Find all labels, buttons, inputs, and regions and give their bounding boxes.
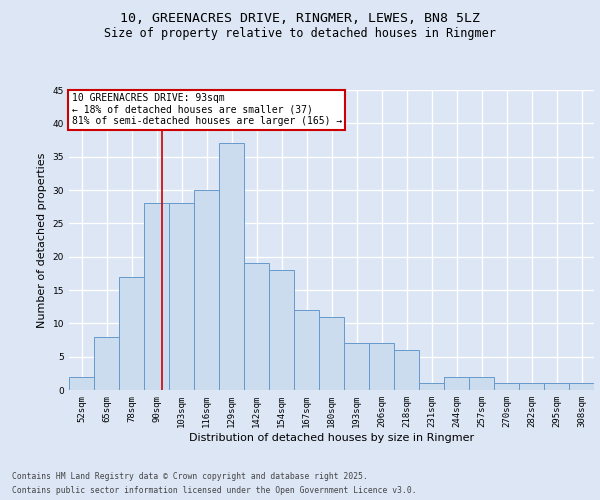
Text: Contains HM Land Registry data © Crown copyright and database right 2025.: Contains HM Land Registry data © Crown c…	[12, 472, 368, 481]
Bar	[119, 276, 144, 390]
Bar	[419, 384, 444, 390]
Text: 10 GREENACRES DRIVE: 93sqm
← 18% of detached houses are smaller (37)
81% of semi: 10 GREENACRES DRIVE: 93sqm ← 18% of deta…	[71, 93, 342, 126]
Text: 10, GREENACRES DRIVE, RINGMER, LEWES, BN8 5LZ: 10, GREENACRES DRIVE, RINGMER, LEWES, BN…	[120, 12, 480, 26]
X-axis label: Distribution of detached houses by size in Ringmer: Distribution of detached houses by size …	[189, 432, 474, 442]
Bar	[244, 264, 269, 390]
Bar	[294, 310, 319, 390]
Bar	[544, 384, 569, 390]
Bar	[94, 336, 119, 390]
Bar	[569, 384, 594, 390]
Bar	[369, 344, 394, 390]
Bar	[394, 350, 419, 390]
Bar	[344, 344, 369, 390]
Bar	[444, 376, 469, 390]
Bar	[319, 316, 344, 390]
Bar	[469, 376, 494, 390]
Bar	[69, 376, 94, 390]
Text: Size of property relative to detached houses in Ringmer: Size of property relative to detached ho…	[104, 28, 496, 40]
Text: Contains public sector information licensed under the Open Government Licence v3: Contains public sector information licen…	[12, 486, 416, 495]
Bar	[144, 204, 169, 390]
Bar	[519, 384, 544, 390]
Bar	[494, 384, 519, 390]
Bar	[169, 204, 194, 390]
Bar	[269, 270, 294, 390]
Bar	[194, 190, 219, 390]
Y-axis label: Number of detached properties: Number of detached properties	[37, 152, 47, 328]
Bar	[219, 144, 244, 390]
